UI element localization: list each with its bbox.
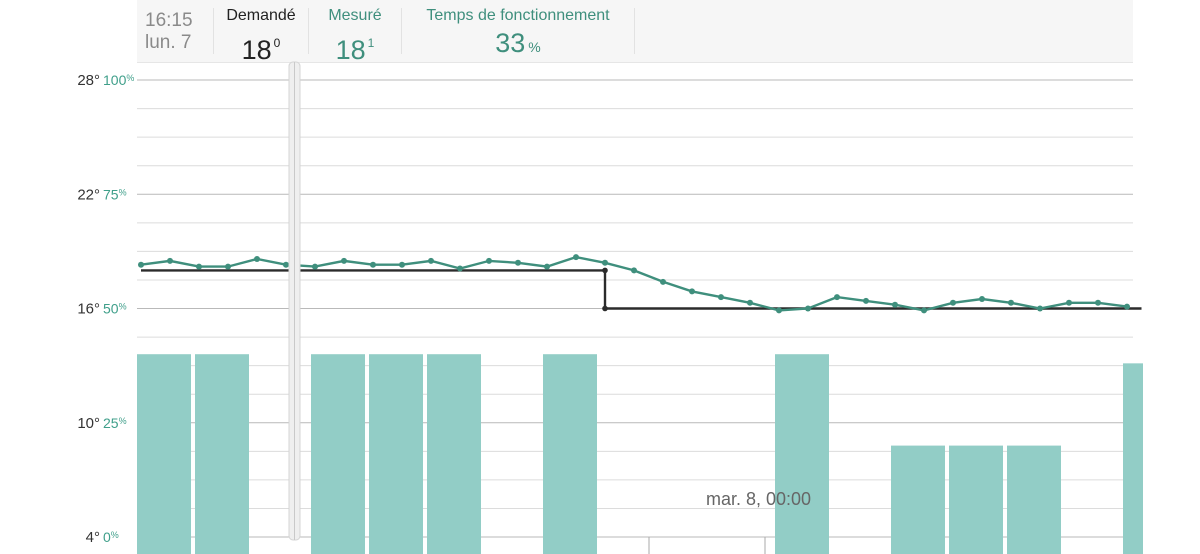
measured-point (457, 265, 463, 272)
chart-header: 16:15 lun. 7 Demandé 18 0 Mesuré 18 1 Temp… (137, 0, 1133, 65)
measured-point (573, 254, 579, 261)
measured-point (660, 278, 666, 285)
runtime-label: Temps de fonctionnement (426, 7, 610, 24)
measured-point (225, 263, 231, 270)
cursor-time-block: 16:15 lun. 7 (145, 0, 193, 72)
requested-decimal: 0 (273, 36, 281, 50)
header-divider (213, 8, 214, 54)
measured-point (312, 263, 318, 270)
measured-point (486, 257, 492, 264)
runtime-bar (891, 445, 945, 554)
measured-point (834, 294, 840, 301)
setpoint-line (141, 269, 1142, 310)
requested-label: Demandé (226, 7, 296, 24)
measured-point (631, 267, 637, 274)
measured-point (776, 307, 782, 314)
temp-axis-label: 22° (77, 186, 100, 203)
runtime-bar (1123, 363, 1143, 554)
runtime-bar (1007, 445, 1061, 554)
runtime-bar (949, 445, 1003, 554)
measured-point (283, 261, 289, 268)
measured-point (863, 297, 869, 304)
pct-axis-label: 100% (103, 72, 134, 88)
setpoint-step-point (602, 267, 608, 274)
runtime-unit: % (528, 39, 541, 55)
requested-value: 18 (241, 35, 272, 65)
pct-axis-label: 50% (103, 301, 127, 317)
header-divider (634, 8, 635, 54)
runtime-value-wrap: 33% (402, 28, 634, 62)
measured-point (979, 295, 985, 302)
temp-axis-label: 16° (77, 301, 100, 318)
pct-axis-label: 75% (103, 186, 127, 202)
setpoint-step-point (602, 305, 608, 312)
measured-point (399, 261, 405, 268)
measured-point (805, 305, 811, 312)
measured-point (921, 307, 927, 314)
measured-point (1066, 299, 1072, 306)
measured-value: 18 (335, 35, 366, 65)
measured-point (138, 261, 144, 268)
header-divider (401, 8, 402, 54)
measured-point (1037, 305, 1043, 312)
pct-axis-label: 25% (103, 415, 127, 431)
pct-axis-label: 0% (103, 529, 119, 545)
measured-point (370, 261, 376, 268)
measured-label: Mesuré (328, 7, 382, 24)
measured-point (718, 294, 724, 301)
measured-point (341, 257, 347, 264)
measured-point (1008, 299, 1014, 306)
cursor-time: 16:15 (145, 10, 193, 31)
measured-point (254, 255, 260, 262)
temp-axis-label: 28° (77, 72, 100, 89)
measured-value-wrap: 18 1 (309, 28, 401, 65)
measured-point (428, 257, 434, 264)
measured-point (892, 301, 898, 308)
temp-axis-label: 4° (86, 529, 100, 546)
measured-point (747, 299, 753, 306)
runtime-block: Temps de fonctionnement 33% (402, 0, 634, 62)
runtime-bar (137, 354, 191, 554)
runtime-bar (427, 354, 481, 554)
measured-point (689, 288, 695, 295)
measured-point (515, 259, 521, 266)
measured-block: Mesuré 18 1 (309, 0, 401, 65)
measured-point (1124, 303, 1130, 310)
runtime-bar (195, 354, 249, 554)
time-label: mar. 8, 00:00 (706, 489, 811, 509)
requested-value-wrap: 18 0 (214, 28, 308, 65)
measured-point (1095, 299, 1101, 306)
header-divider (308, 8, 309, 54)
runtime-value: 33 (495, 28, 526, 58)
measured-point (196, 263, 202, 270)
requested-block: Demandé 18 0 (214, 0, 308, 65)
runtime-bar (369, 354, 423, 554)
runtime-bar (543, 354, 597, 554)
cursor-day: lun. 7 (145, 32, 192, 53)
measured-point (167, 257, 173, 264)
measured-point (602, 259, 608, 266)
temp-axis-label: 10° (77, 415, 100, 432)
runtime-bar (775, 354, 829, 554)
runtime-bar (311, 354, 365, 554)
measured-point (950, 299, 956, 306)
measured-decimal: 1 (367, 36, 375, 50)
measured-point (544, 263, 550, 270)
